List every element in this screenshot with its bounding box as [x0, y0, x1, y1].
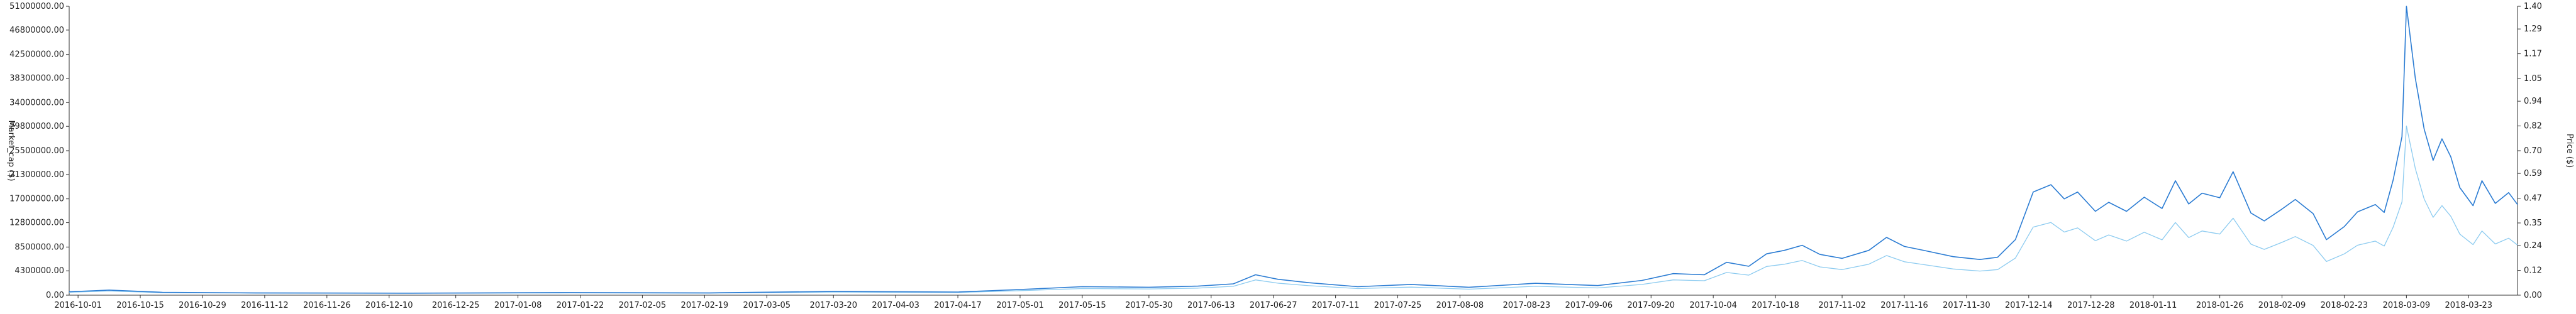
right-axis-label: Price ($) [2565, 134, 2574, 168]
right-axis-ticks: 0.00 0.12 0.24 0.35 0.47 0.59 0.70 0.82 0.94 1.05… [2518, 2, 2542, 300]
x-tick-label: 2018-01-11 [2129, 301, 2177, 310]
x-tick-label: 2017-12-14 [2005, 301, 2053, 310]
x-tick-label: 2017-11-16 [1880, 301, 1928, 310]
x-tick-label: 2017-07-11 [1312, 301, 1360, 310]
x-tick-label: 2018-03-09 [2383, 301, 2431, 310]
x-tick-label: 2016-10-29 [179, 301, 226, 310]
x-tick-label: 2017-03-05 [743, 301, 791, 310]
x-tick-label: 2018-02-23 [2321, 301, 2368, 310]
x-tick-label: 2016-12-25 [432, 301, 480, 310]
x-tick-label: 2017-05-01 [996, 301, 1044, 310]
x-tick-label: 2017-11-30 [1943, 301, 1990, 310]
x-tick-label: 2017-10-18 [1752, 301, 1799, 310]
right-tick-label: 0.70 [2524, 146, 2542, 156]
left-tick-label: 29800000.00 [9, 122, 64, 131]
x-tick-label: 2017-06-27 [1250, 301, 1297, 310]
x-tick-label: 2017-01-08 [494, 301, 542, 310]
right-tick-label: 0.59 [2524, 169, 2542, 178]
right-tick-label: 0.24 [2524, 241, 2542, 251]
x-tick-label: 2017-06-13 [1187, 301, 1235, 310]
left-tick-label: 21300000.00 [9, 170, 64, 180]
x-tick-label: 2017-07-25 [1374, 301, 1422, 310]
left-tick-label: 0.00 [46, 291, 64, 300]
x-tick-label: 2016-10-15 [116, 301, 164, 310]
left-tick-label: 38300000.00 [9, 74, 64, 84]
right-tick-label: 1.40 [2524, 2, 2542, 11]
x-tick-label: 2017-11-02 [1818, 301, 1866, 310]
x-tick-label: 2017-09-20 [1627, 301, 1675, 310]
right-tick-label: 0.35 [2524, 219, 2542, 228]
x-tick-label: 2017-02-05 [619, 301, 667, 310]
x-tick-label: 2017-01-22 [557, 301, 604, 310]
x-tick-label: 2018-02-09 [2258, 301, 2306, 310]
x-tick-label: 2017-12-28 [2067, 301, 2115, 310]
left-tick-label: 8500000.00 [14, 242, 64, 252]
series-lines [69, 6, 2518, 294]
x-tick-label: 2016-12-10 [365, 301, 413, 310]
left-tick-label: 4300000.00 [14, 266, 64, 276]
left-axis-ticks: 0.00 4300000.00 8500000.00 12800000.00 17000… [9, 2, 69, 300]
price-line [69, 125, 2518, 294]
left-tick-label: 34000000.00 [9, 98, 64, 107]
x-tick-label: 2017-03-20 [809, 301, 857, 310]
x-tick-label: 2017-04-03 [872, 301, 919, 310]
x-tick-label: 2017-08-08 [1436, 301, 1484, 310]
left-tick-label: 17000000.00 [9, 195, 64, 204]
x-tick-label: 2017-05-15 [1058, 301, 1106, 310]
right-tick-label: 1.29 [2524, 24, 2542, 34]
x-tick-label: 2017-05-30 [1125, 301, 1173, 310]
x-tick-label: 2018-01-26 [2196, 301, 2244, 310]
right-tick-label: 0.12 [2524, 266, 2542, 276]
x-tick-label: 2016-10-01 [54, 301, 102, 310]
x-tick-label: 2017-10-04 [1689, 301, 1737, 310]
left-tick-label: 46800000.00 [9, 26, 64, 35]
x-tick-label: 2017-08-23 [1503, 301, 1551, 310]
left-axis-label: Market_cap ($) [6, 120, 16, 181]
right-tick-label: 0.82 [2524, 122, 2542, 131]
left-tick-label: 42500000.00 [9, 50, 64, 60]
right-tick-label: 1.05 [2524, 74, 2542, 84]
market-cap-line [69, 6, 2518, 294]
right-tick-label: 1.17 [2524, 50, 2542, 59]
x-tick-label: 2018-03-23 [2445, 301, 2493, 310]
x-tick-label: 2017-02-19 [681, 301, 729, 310]
right-tick-label: 0.94 [2524, 97, 2542, 106]
axes [69, 6, 2518, 296]
left-tick-label: 12800000.00 [9, 219, 64, 228]
left-tick-label: 51000000.00 [9, 2, 64, 11]
x-tick-label: 2017-04-17 [934, 301, 982, 310]
left-tick-label: 25500000.00 [9, 146, 64, 156]
right-tick-label: 0.47 [2524, 194, 2542, 203]
x-tick-label: 2016-11-26 [303, 301, 351, 310]
right-tick-label: 0.00 [2524, 291, 2542, 300]
x-axis-ticks: 2016-10-01 2016-10-15 2016-10-29 2016-11-12… [54, 295, 2492, 310]
x-tick-label: 2016-11-12 [241, 301, 289, 310]
x-tick-label: 2017-09-06 [1565, 301, 1613, 310]
